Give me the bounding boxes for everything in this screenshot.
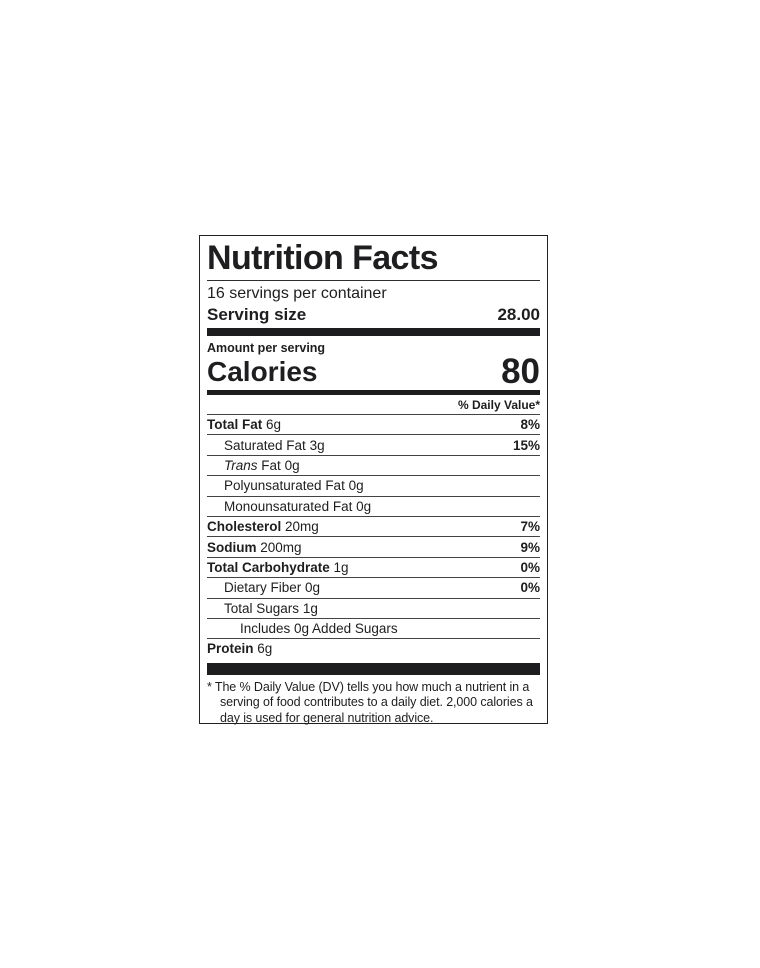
nutrient-row-cholesterol: Cholesterol 20mg 7% — [207, 515, 540, 536]
nutrient-row-total-fat: Total Fat 6g 8% — [207, 414, 540, 434]
thick-divider-bar — [207, 328, 540, 336]
nutrient-amount: 0g — [356, 498, 372, 514]
nutrient-amount: 6g — [257, 641, 273, 657]
nutrient-name: Includes 0g Added Sugars — [240, 621, 398, 637]
nutrient-name: Dietary Fiber — [224, 580, 302, 596]
footnote-divider-bar — [207, 662, 540, 675]
nutrient-name-italic: Trans — [224, 457, 258, 473]
nutrient-amount: 1g — [302, 600, 318, 616]
nutrient-name: Sodium — [207, 539, 257, 555]
nutrient-amount: 3g — [309, 437, 325, 453]
serving-size-value: 28.00 — [497, 305, 540, 324]
nutrient-name: Monounsaturated Fat — [224, 498, 353, 514]
nutrient-row-total-sugars: Total Sugars 1g — [207, 597, 540, 618]
title-divider — [207, 280, 540, 281]
label-title: Nutrition Facts — [207, 239, 439, 277]
nutrient-name: Saturated Fat — [224, 437, 306, 453]
nutrient-amount: 1g — [333, 559, 349, 575]
calories-value: 80 — [501, 352, 540, 391]
nutrient-name: Total Carbohydrate — [207, 559, 330, 575]
daily-value-footnote: * The % Daily Value (DV) tells you how m… — [207, 679, 533, 725]
nutrient-row-trans-fat: Trans Fat 0g — [207, 454, 540, 475]
calories-row: Calories 80 — [207, 352, 540, 391]
nutrient-name: Polyunsaturated Fat — [224, 478, 345, 494]
nutrient-dv: 7% — [520, 519, 540, 535]
servings-per-container: 16 servings per container — [207, 285, 387, 302]
nutrient-amount: 0g — [348, 478, 364, 494]
medium-divider-bar — [207, 390, 540, 395]
serving-size-label: Serving size — [207, 305, 307, 324]
nutrient-row-polyunsaturated-fat: Polyunsaturated Fat 0g — [207, 475, 540, 495]
nutrient-dv: 0% — [520, 559, 540, 575]
daily-value-header: % Daily Value* — [457, 398, 540, 412]
nutrient-amount: 0g — [284, 457, 300, 473]
nutrient-row-saturated-fat: Saturated Fat 3g 15% — [207, 434, 540, 454]
nutrition-facts-label: Nutrition Facts 16 servings per containe… — [199, 235, 548, 725]
nutrient-row-added-sugars: Includes 0g Added Sugars — [207, 617, 540, 638]
nutrient-row-sodium: Sodium 200mg 9% — [207, 536, 540, 556]
nutrient-name: Cholesterol — [207, 519, 282, 535]
calories-label: Calories — [207, 356, 318, 387]
serving-size-row: Serving size 28.00 — [207, 304, 540, 325]
nutrient-dv: 9% — [520, 539, 540, 555]
nutrient-dv: 0% — [520, 580, 540, 596]
nutrient-amount: 200mg — [260, 539, 302, 555]
nutrient-dv: 8% — [520, 417, 540, 433]
nutrient-dv: 15% — [512, 437, 540, 453]
nutrient-name: Protein — [207, 641, 254, 657]
nutrient-row-dietary-fiber: Dietary Fiber 0g 0% — [207, 577, 540, 597]
nutrient-amount: 20mg — [285, 519, 319, 535]
amount-per-serving-label: Amount per serving — [207, 341, 326, 355]
nutrient-row-monounsaturated-fat: Monounsaturated Fat 0g — [207, 495, 540, 516]
nutrient-name: Fat — [261, 457, 281, 473]
nutrient-name: Total Fat — [207, 417, 263, 433]
nutrient-name: Total Sugars — [224, 600, 300, 616]
nutrient-row-total-carbohydrate: Total Carbohydrate 1g 0% — [207, 556, 540, 577]
nutrient-row-protein: Protein 6g — [207, 638, 540, 658]
nutrient-amount: 6g — [266, 417, 282, 433]
nutrient-amount: 0g — [305, 580, 321, 596]
